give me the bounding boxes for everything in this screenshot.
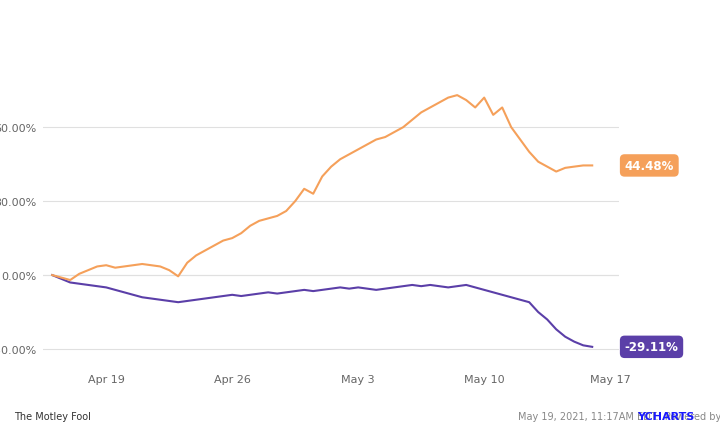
- Text: -29.11%: -29.11%: [625, 341, 678, 354]
- Text: The Motley Fool: The Motley Fool: [14, 411, 91, 421]
- Text: May 19, 2021, 11:17AM EDT.  Powered by: May 19, 2021, 11:17AM EDT. Powered by: [518, 411, 720, 421]
- Text: YCHARTS: YCHARTS: [637, 411, 695, 421]
- Text: 44.48%: 44.48%: [625, 160, 674, 173]
